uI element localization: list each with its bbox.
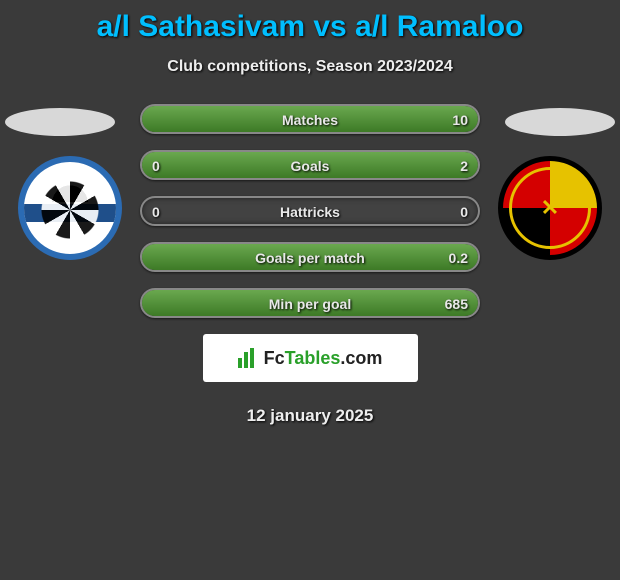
player-left-platform (5, 108, 115, 136)
logo-text-b: Tables (285, 348, 341, 368)
stat-value-right: 685 (445, 290, 468, 318)
stat-bar-mpg: Min per goal 685 (140, 288, 480, 318)
stat-label: Hattricks (142, 198, 478, 226)
stat-label: Min per goal (142, 290, 478, 318)
stat-bar-hattricks: 0 Hattricks 0 (140, 196, 480, 226)
crest-left-graphic (18, 156, 122, 260)
stat-value-right: 0.2 (449, 244, 468, 272)
logo-text: FcTables.com (264, 348, 383, 369)
stat-value-right: 2 (460, 152, 468, 180)
stat-bar-matches: Matches 10 (140, 104, 480, 134)
stat-value-right: 0 (460, 198, 468, 226)
stat-bars: Matches 10 0 Goals 2 0 Hattricks 0 Goals… (140, 104, 480, 318)
page-title: a/l Sathasivam vs a/l Ramaloo (0, 0, 620, 44)
stat-value-right: 10 (452, 106, 468, 134)
stat-label: Matches (142, 106, 478, 134)
club-crest-left (18, 156, 122, 260)
stat-label: Goals per match (142, 244, 478, 272)
club-crest-right (498, 156, 602, 260)
logo-text-a: Fc (264, 348, 285, 368)
stat-label: Goals (142, 152, 478, 180)
comparison-arena: Matches 10 0 Goals 2 0 Hattricks 0 Goals… (0, 104, 620, 426)
fctables-logo: FcTables.com (203, 334, 418, 382)
subtitle: Club competitions, Season 2023/2024 (0, 58, 620, 76)
bar-chart-icon (238, 348, 260, 368)
stat-bar-gpm: Goals per match 0.2 (140, 242, 480, 272)
player-right-platform (505, 108, 615, 136)
logo-text-c: .com (340, 348, 382, 368)
crest-right-graphic (498, 156, 602, 260)
stat-bar-goals: 0 Goals 2 (140, 150, 480, 180)
snapshot-date: 12 january 2025 (0, 406, 620, 426)
